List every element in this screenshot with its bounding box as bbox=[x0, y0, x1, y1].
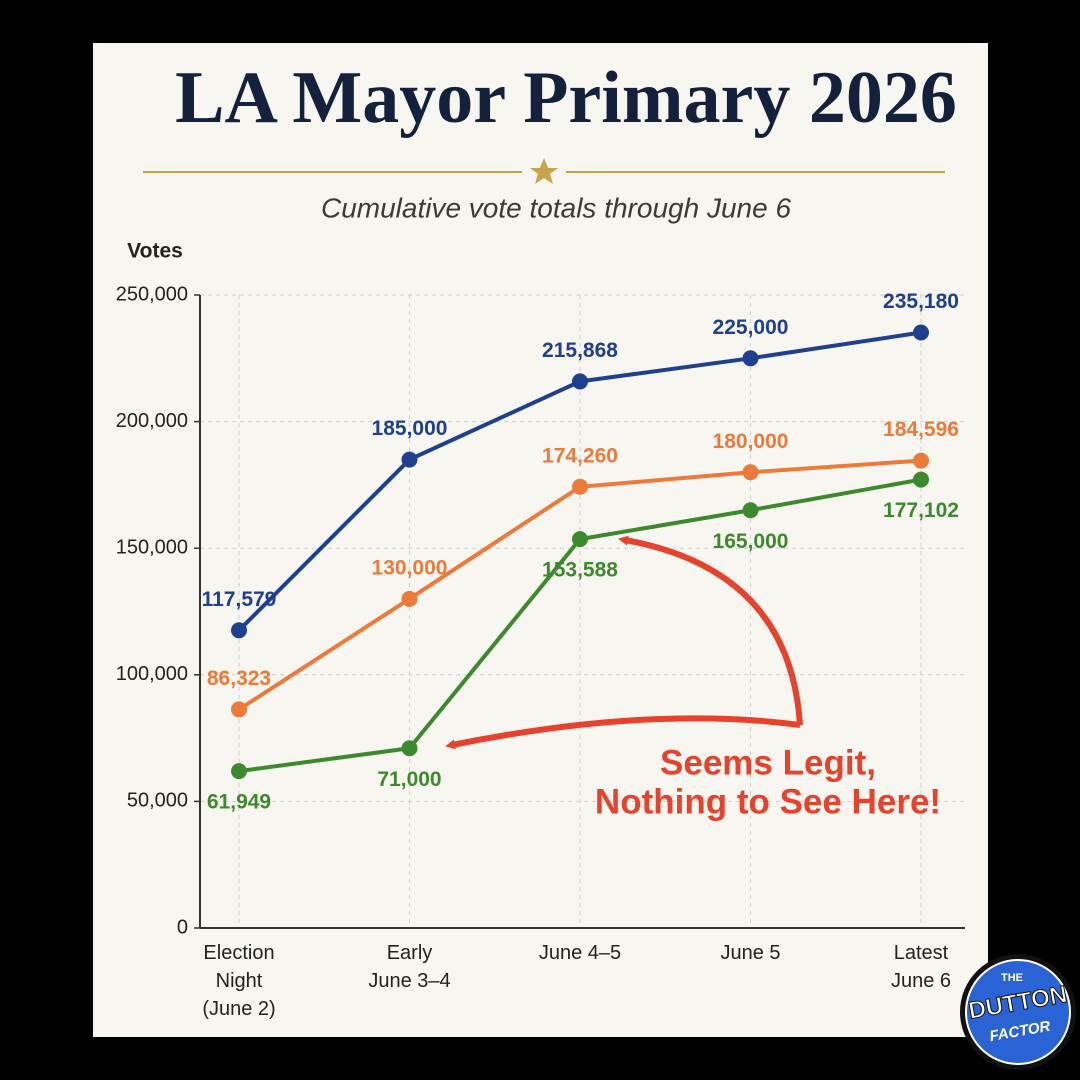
subtitle: Cumulative vote totals through June 6 bbox=[321, 192, 791, 223]
plot: 0 50,000 100,000 150,000 200,000 250,000 Elect… bbox=[116, 283, 965, 1020]
x-tick-label: Latest June 6 bbox=[891, 942, 951, 992]
annotation: Nothing to See Here! bbox=[595, 782, 941, 821]
point bbox=[401, 451, 418, 468]
star bbox=[530, 158, 558, 184]
data-label: 117,579 bbox=[202, 588, 277, 611]
data-label: 184,596 bbox=[883, 418, 959, 441]
y-tick-label: 200,000 bbox=[116, 410, 188, 432]
data-label: 71,000 bbox=[377, 768, 441, 791]
point bbox=[913, 471, 929, 488]
point bbox=[742, 464, 759, 481]
data-label: 153,588 bbox=[542, 559, 618, 582]
data-label: 86,323 bbox=[207, 667, 271, 690]
y-tick-label: 100,000 bbox=[116, 663, 188, 685]
point bbox=[572, 478, 588, 495]
point bbox=[231, 701, 247, 718]
point bbox=[572, 373, 588, 390]
point bbox=[742, 350, 759, 367]
logo-text: THE bbox=[1001, 972, 1023, 984]
x-tick-label: Early June 3–4 bbox=[368, 942, 450, 992]
x-tick-label: June 4–5 bbox=[539, 942, 621, 964]
point bbox=[572, 531, 588, 548]
data-label: 215,868 bbox=[542, 339, 618, 362]
data-label: 174,260 bbox=[542, 444, 618, 467]
data-label: 177,102 bbox=[883, 499, 959, 522]
data-label: 61,949 bbox=[207, 791, 271, 814]
x-tick-label: June 5 bbox=[720, 942, 780, 964]
data-label: 130,000 bbox=[372, 556, 448, 579]
data-label: 225,000 bbox=[713, 316, 789, 339]
data-label: 180,000 bbox=[713, 430, 789, 453]
point bbox=[913, 452, 929, 469]
y-tick-label: 50,000 bbox=[127, 790, 188, 812]
point bbox=[913, 324, 929, 341]
data-label: 185,000 bbox=[372, 417, 448, 440]
y-tick-label: 150,000 bbox=[116, 536, 188, 558]
logo: THE DUTTON FACTOR bbox=[960, 954, 1076, 1070]
arrow bbox=[445, 715, 801, 750]
logo-disc bbox=[965, 959, 1071, 1065]
y-axis-label: Votes bbox=[127, 240, 183, 263]
arrow bbox=[618, 535, 803, 726]
panel bbox=[93, 43, 988, 1037]
annotation: Seems Legit, bbox=[660, 743, 876, 782]
y-tick-label: 0 bbox=[177, 916, 188, 938]
point bbox=[742, 502, 759, 519]
point bbox=[231, 763, 247, 780]
data-label: 235,180 bbox=[883, 290, 959, 313]
chart-title: LA Mayor Primary 2026 bbox=[175, 57, 957, 139]
y-tick-label: 250,000 bbox=[116, 283, 188, 305]
x-tick-label: Election Night (June 2) bbox=[202, 942, 275, 1020]
point bbox=[401, 740, 418, 757]
point bbox=[401, 590, 418, 607]
point bbox=[231, 622, 247, 639]
data-label: 165,000 bbox=[713, 530, 789, 553]
